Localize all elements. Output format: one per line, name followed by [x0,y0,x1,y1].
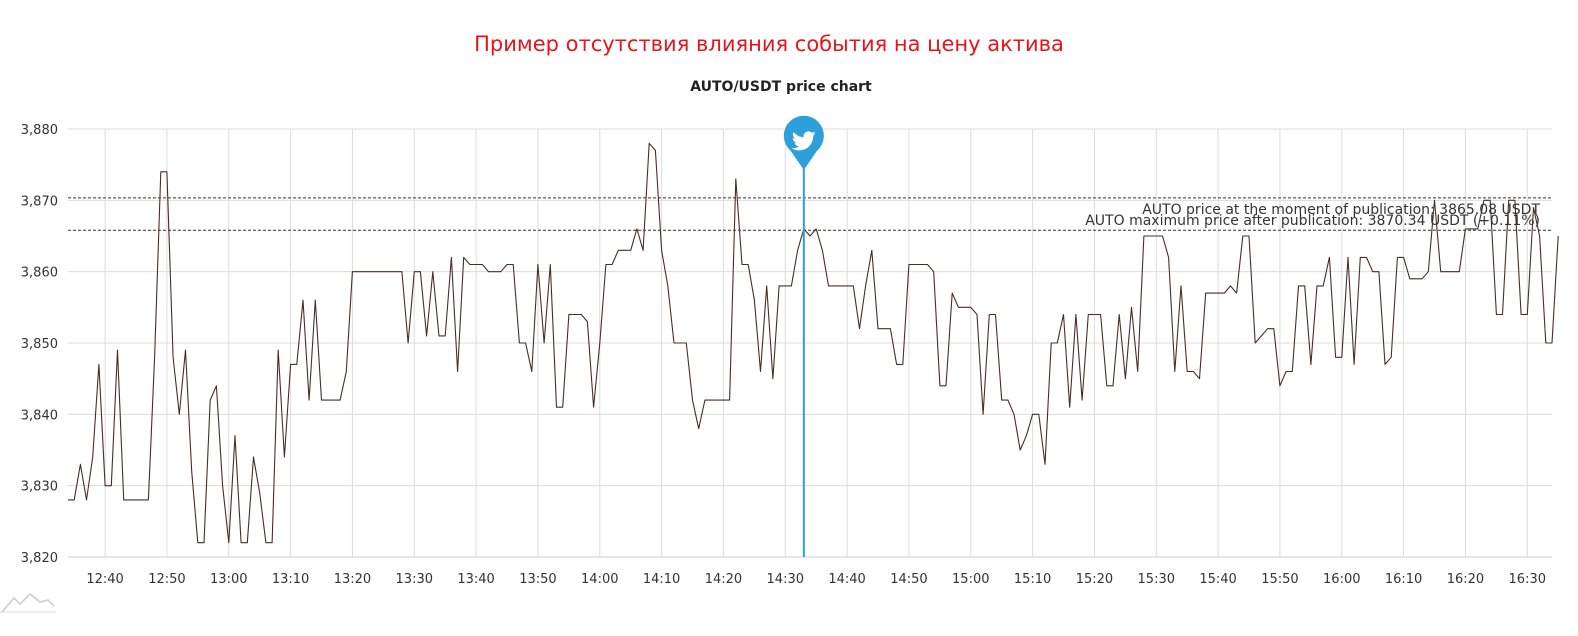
y-tick-label: 3,820 [21,551,58,566]
x-tick-label: 13:20 [334,572,371,587]
x-tick-label: 13:50 [519,572,556,587]
mountain-logo-icon [0,592,56,613]
y-tick-label: 3,860 [21,266,58,281]
x-tick-label: 14:00 [581,572,618,587]
y-tick-label: 3,830 [21,480,58,495]
reference-annotations: AUTO price at the moment of publication:… [1085,202,1540,229]
x-tick-label: 15:30 [1138,572,1175,587]
x-tick-label: 16:10 [1385,572,1422,587]
x-tick-label: 13:10 [272,572,309,587]
x-tick-label: 12:50 [148,572,185,587]
x-tick-label: 12:40 [86,572,123,587]
reference-lines [68,197,1552,231]
x-tick-label: 13:30 [396,572,433,587]
price-line [68,142,1559,544]
x-axis: 12:40 12:50 13:00 13:10 13:20 13:30 13:40 13:50… [86,572,1546,587]
price-series [68,142,1559,544]
x-tick-label: 14:40 [828,572,865,587]
x-tick-label: 15:20 [1076,572,1113,587]
x-tick-label: 16:20 [1447,572,1484,587]
x-tick-label: 14:50 [890,572,927,587]
x-tick-label: 13:00 [210,572,247,587]
x-tick-label: 15:40 [1199,572,1236,587]
chart-grid [68,128,1552,558]
y-tick-label: 3,850 [21,337,58,352]
y-tick-label: 3,840 [21,408,58,423]
x-tick-label: 15:50 [1261,572,1298,587]
y-tick-label: 3,870 [21,194,58,209]
max-price-label: AUTO maximum price after publication: 38… [1085,213,1540,229]
page-headline: Пример отсутствия влияния события на цен… [474,32,1064,56]
x-tick-label: 14:20 [705,572,742,587]
x-tick-label: 15:00 [952,572,989,587]
event-marker [783,115,824,557]
x-tick-label: 15:10 [1014,572,1051,587]
y-axis: 3,820 3,830 3,840 3,850 3,860 3,870 3,880 [21,123,58,566]
chart-title: AUTO/USDT price chart [690,79,872,95]
x-tick-label: 13:40 [457,572,494,587]
y-tick-label: 3,880 [21,123,58,138]
x-tick-label: 16:30 [1509,572,1546,587]
x-tick-label: 16:00 [1323,572,1360,587]
twitter-bird-icon [791,131,816,151]
x-tick-label: 14:10 [643,572,680,587]
publication-price-label: AUTO price at the moment of publication:… [1142,202,1540,218]
x-tick-label: 14:30 [767,572,804,587]
